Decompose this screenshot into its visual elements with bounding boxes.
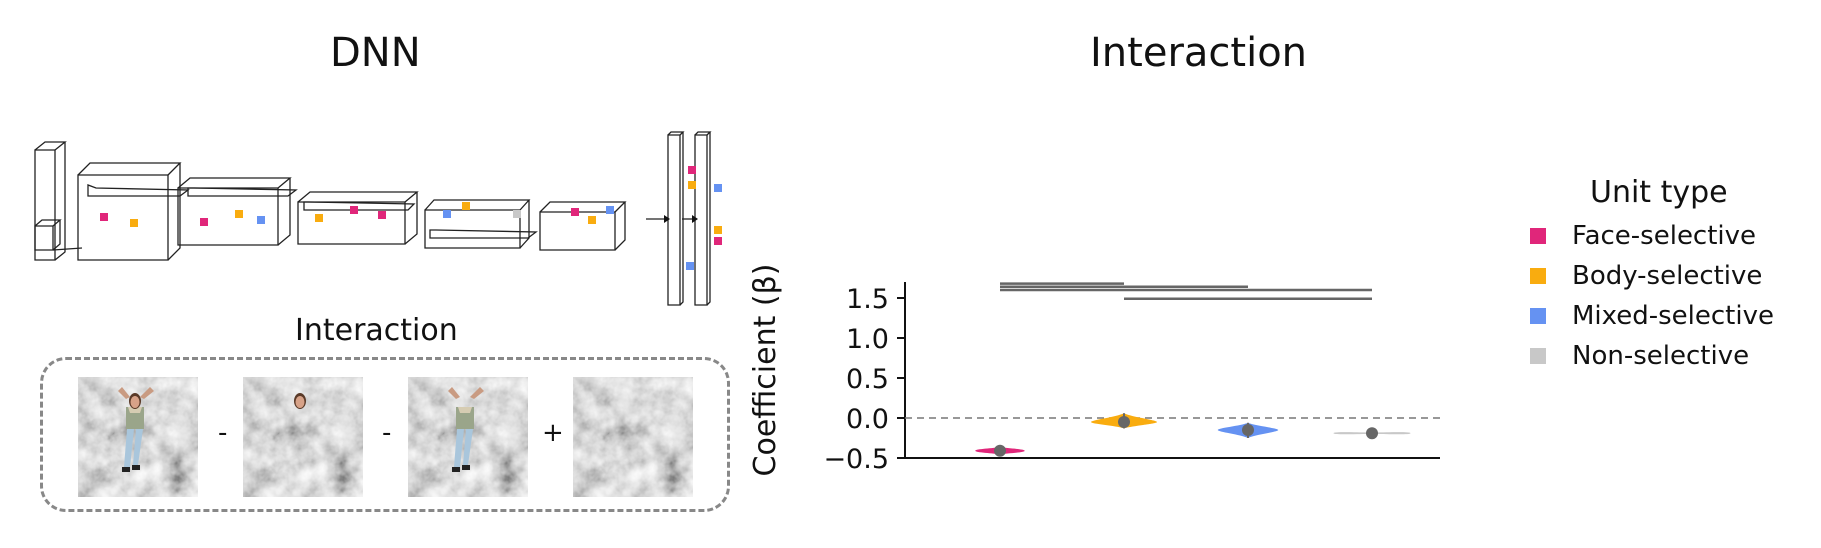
conv-block-2 bbox=[177, 177, 298, 246]
body-figure bbox=[448, 387, 484, 472]
legend-label-face: Face-selective bbox=[1572, 221, 1757, 251]
legend-item-face: Face-selective bbox=[1520, 216, 1774, 256]
interaction-box bbox=[40, 357, 730, 512]
legend-label-body: Body-selective bbox=[1572, 261, 1763, 291]
legend: Unit type Face-selective Body-selective … bbox=[1520, 175, 1774, 376]
legend-item-mixed: Mixed-selective bbox=[1520, 296, 1774, 336]
stimulus-whole-image bbox=[78, 377, 198, 497]
legend-swatch-body bbox=[1530, 268, 1546, 284]
operator-minus-2: - bbox=[382, 418, 392, 448]
legend-swatch-face bbox=[1530, 228, 1546, 244]
violin-median-non bbox=[1366, 427, 1378, 440]
interaction-panel-title: Interaction bbox=[1090, 30, 1308, 76]
fc-layer-2 bbox=[694, 131, 712, 306]
dnn-panel-title: DNN bbox=[330, 30, 421, 76]
stimulus-face-only bbox=[243, 377, 363, 497]
conv-block-1 bbox=[77, 162, 190, 261]
unit-markers bbox=[100, 166, 722, 270]
body-figure bbox=[118, 387, 154, 472]
conv-block-3 bbox=[297, 191, 419, 245]
legend-swatch-non bbox=[1530, 348, 1546, 364]
y-tick-label: −0.5 bbox=[823, 444, 889, 475]
legend-item-body: Body-selective bbox=[1520, 256, 1774, 296]
face-figure bbox=[129, 393, 141, 409]
y-tick-label: 0.0 bbox=[846, 404, 889, 435]
dnn-architecture-diagram bbox=[34, 131, 722, 306]
violin-median-mixed bbox=[1242, 424, 1254, 436]
operator-minus-1: - bbox=[218, 418, 228, 448]
conv-block-4 bbox=[424, 199, 538, 249]
violin-median-face bbox=[994, 444, 1006, 457]
stimulus-background-only bbox=[573, 377, 693, 497]
fc-layer-1 bbox=[667, 131, 685, 306]
legend-label-mixed: Mixed-selective bbox=[1572, 301, 1774, 331]
legend-swatch-mixed bbox=[1530, 308, 1546, 324]
interaction-label: Interaction bbox=[295, 313, 458, 348]
y-tick-label: 1.0 bbox=[846, 324, 889, 355]
y-tick-label: 0.5 bbox=[846, 364, 889, 395]
legend-item-non: Non-selective bbox=[1520, 336, 1774, 376]
y-tick-label: 1.5 bbox=[846, 284, 889, 315]
legend-title: Unit type bbox=[1590, 175, 1728, 210]
operator-plus: + bbox=[542, 418, 564, 448]
violin-median-body bbox=[1118, 416, 1130, 428]
legend-label-non: Non-selective bbox=[1572, 341, 1750, 371]
input-layer-block bbox=[34, 141, 83, 261]
conv-block-5 bbox=[539, 201, 627, 251]
stimulus-body-only bbox=[408, 377, 528, 497]
y-axis-label: Coefficient (β) bbox=[748, 264, 783, 477]
face-figure bbox=[294, 393, 306, 409]
